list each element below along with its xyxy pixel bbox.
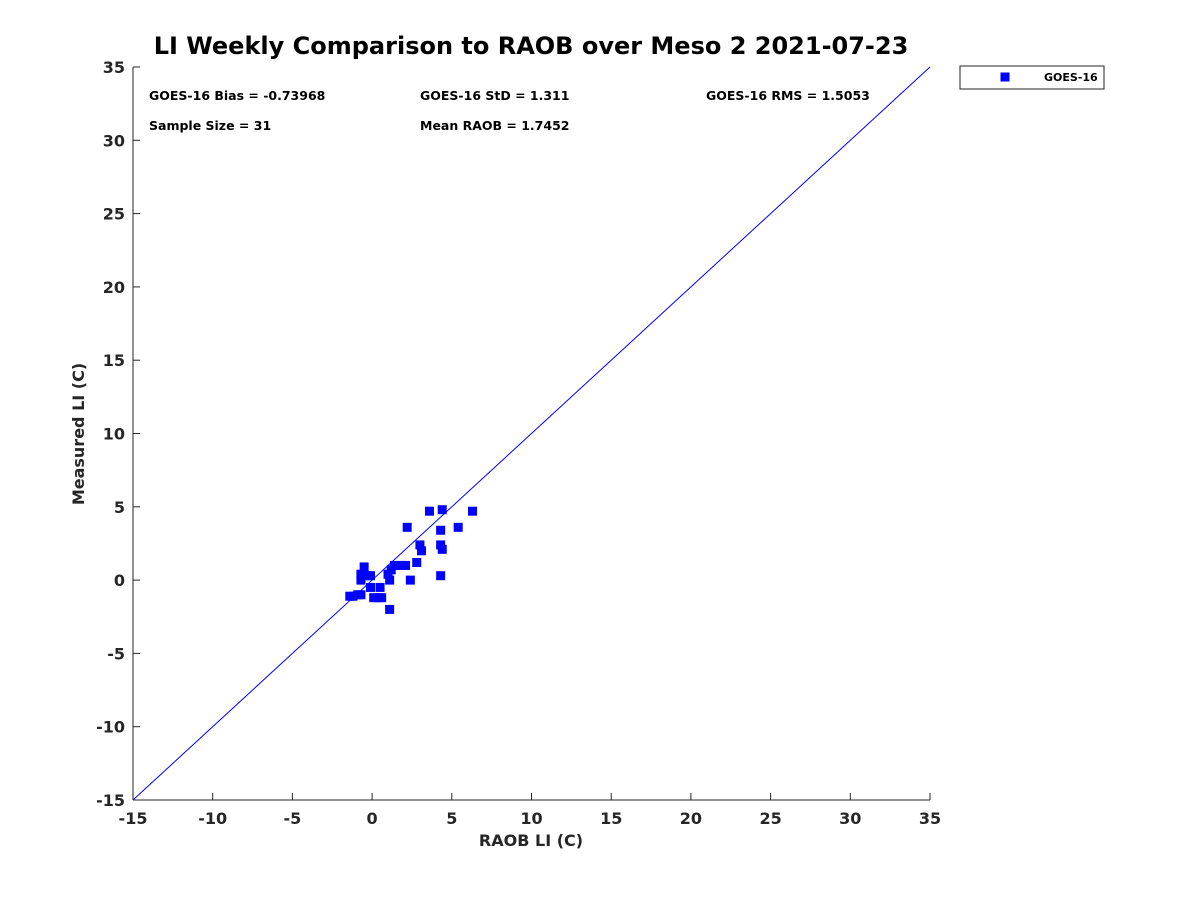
stat-rms: GOES-16 RMS = 1.5053: [706, 88, 870, 103]
data-point: [436, 571, 446, 581]
y-tick-label: 30: [103, 131, 125, 150]
data-point: [412, 558, 422, 568]
x-tick-label: -5: [284, 809, 302, 828]
stats-annotations: GOES-16 Bias = -0.73968 GOES-16 StD = 1.…: [149, 88, 870, 133]
data-point: [356, 569, 366, 579]
stat-sample-size: Sample Size = 31: [149, 118, 271, 133]
data-point: [348, 591, 358, 601]
data-point: [453, 522, 463, 532]
data-point: [385, 604, 395, 614]
y-tick-label: 25: [103, 205, 125, 224]
legend-label-goes-16: GOES-16: [1044, 71, 1098, 84]
data-point: [375, 582, 385, 592]
data-point: [366, 571, 376, 581]
stat-bias: GOES-16 Bias = -0.73968: [149, 88, 325, 103]
identity-reference-line: [132, 66, 931, 801]
x-tick-label: 35: [919, 809, 941, 828]
data-point: [359, 562, 369, 572]
data-point: [424, 506, 434, 516]
chart-title: LI Weekly Comparison to RAOB over Meso 2…: [154, 32, 909, 60]
y-tick-label: 5: [114, 498, 125, 517]
data-point: [356, 590, 366, 600]
y-tick-label: -15: [96, 791, 125, 810]
y-tick-label: 35: [103, 58, 125, 77]
data-point: [369, 593, 379, 603]
legend: GOES-16: [959, 65, 1105, 90]
y-tick-label: -5: [107, 644, 125, 663]
legend-box: [959, 65, 1105, 90]
x-axis-label: RAOB LI (C): [479, 831, 583, 850]
data-point: [396, 560, 406, 570]
x-tick-label: 10: [520, 809, 542, 828]
data-point: [401, 560, 411, 570]
x-tick-label: -10: [198, 809, 227, 828]
y-axis-ticks: -15 -10 -5 0 5 10 15 20 25 30 35: [96, 58, 140, 810]
x-tick-label: 20: [680, 809, 702, 828]
data-point: [385, 575, 395, 585]
y-tick-label: 10: [103, 425, 125, 444]
data-point: [402, 522, 412, 532]
stat-std: GOES-16 StD = 1.311: [420, 88, 569, 103]
data-point: [436, 525, 446, 535]
x-tick-label: 5: [446, 809, 457, 828]
x-tick-label: -15: [119, 809, 148, 828]
data-point: [415, 540, 425, 550]
data-point: [417, 546, 427, 556]
data-point: [389, 560, 399, 570]
plot-area: [132, 66, 931, 801]
y-tick-label: 15: [103, 351, 125, 370]
x-tick-label: 0: [367, 809, 378, 828]
data-point: [437, 544, 447, 554]
y-tick-label: 0: [114, 571, 125, 590]
data-point: [405, 575, 415, 585]
x-tick-label: 30: [839, 809, 861, 828]
y-axis-label: Measured LI (C): [69, 363, 88, 505]
x-axis-ticks: -15 -10 -5 0 5 10 15 20 25 30 35: [119, 793, 941, 828]
x-tick-label: 25: [759, 809, 781, 828]
stat-mean-raob: Mean RAOB = 1.7452: [420, 118, 569, 133]
y-tick-label: 20: [103, 278, 125, 297]
legend-marker: [1000, 72, 1010, 82]
y-tick-label: -10: [96, 718, 125, 737]
x-tick-label: 15: [600, 809, 622, 828]
data-point: [377, 593, 387, 603]
data-point: [356, 575, 366, 585]
data-point: [366, 582, 376, 592]
data-point: [437, 505, 447, 515]
data-point: [468, 506, 478, 516]
data-points: [345, 505, 478, 614]
